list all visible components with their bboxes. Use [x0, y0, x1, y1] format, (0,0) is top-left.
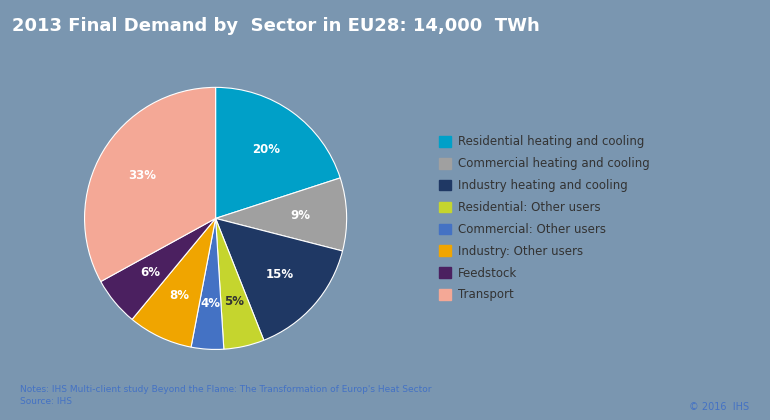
Wedge shape [216, 178, 346, 251]
Wedge shape [101, 218, 216, 319]
Text: Notes: IHS Multi-client study Beyond the Flame: The Transformation of Europ's He: Notes: IHS Multi-client study Beyond the… [20, 385, 431, 406]
Wedge shape [132, 218, 216, 347]
Text: 15%: 15% [266, 268, 293, 281]
Text: 5%: 5% [224, 295, 244, 308]
Text: © 2016  IHS: © 2016 IHS [688, 402, 748, 412]
Text: 33%: 33% [129, 168, 156, 181]
Text: 8%: 8% [169, 289, 189, 302]
Wedge shape [216, 218, 343, 340]
Wedge shape [191, 218, 224, 349]
Text: 20%: 20% [252, 143, 280, 156]
Text: 9%: 9% [291, 209, 311, 222]
Wedge shape [216, 218, 264, 349]
Text: 4%: 4% [200, 297, 220, 310]
Wedge shape [216, 87, 340, 218]
Wedge shape [85, 87, 216, 281]
Legend: Residential heating and cooling, Commercial heating and cooling, Industry heatin: Residential heating and cooling, Commerc… [439, 135, 649, 302]
Text: 2013 Final Demand by  Sector in EU28: 14,000  TWh: 2013 Final Demand by Sector in EU28: 14,… [12, 17, 539, 35]
Text: 6%: 6% [140, 266, 160, 279]
